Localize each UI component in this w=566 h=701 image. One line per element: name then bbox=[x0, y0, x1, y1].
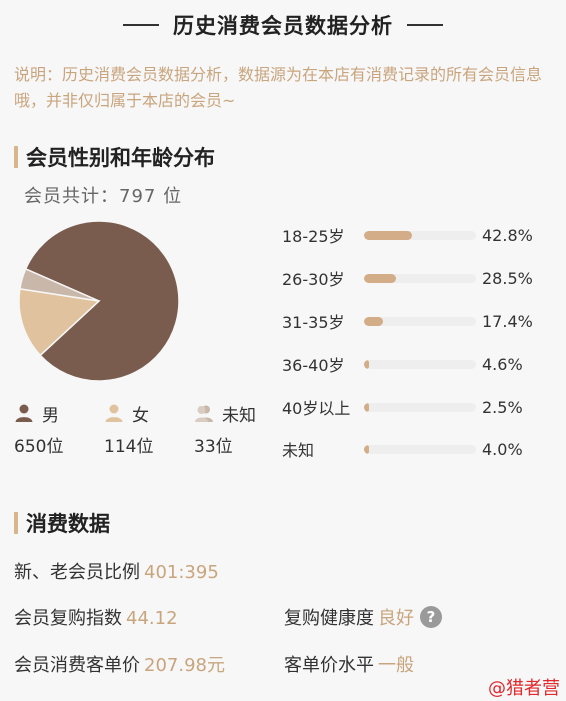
watermark-text: @猎者营 bbox=[488, 678, 560, 699]
consumption-section-label: 消费数据 bbox=[26, 512, 110, 536]
question-icon[interactable]: ? bbox=[420, 606, 442, 628]
age-bar-fill bbox=[364, 273, 396, 283]
legend-female: 女 114位 bbox=[104, 400, 153, 457]
age-row: 40岁以上 2.5% bbox=[282, 394, 552, 420]
age-bar-track bbox=[364, 444, 476, 454]
legend-male-label: 男 bbox=[42, 405, 59, 426]
repurchase-health: 复购健康度 良好? bbox=[284, 604, 442, 630]
age-label: 31-35岁 bbox=[282, 313, 345, 332]
member-total-label: 会员共计： bbox=[24, 186, 119, 207]
age-label: 18-25岁 bbox=[282, 227, 345, 246]
consumption-section-title: 消费数据 bbox=[14, 508, 110, 538]
age-bar-track bbox=[364, 359, 476, 369]
age-bar-track bbox=[364, 230, 476, 240]
new-old-ratio-value: 401:395 bbox=[144, 562, 219, 583]
new-old-ratio: 新、老会员比例 401:395 bbox=[14, 558, 219, 584]
section-accent-bar bbox=[14, 146, 18, 168]
age-row: 18-25岁 42.8% bbox=[282, 222, 552, 248]
age-label: 26-30岁 bbox=[282, 270, 345, 289]
new-old-ratio-label: 新、老会员比例 bbox=[14, 562, 140, 583]
age-row: 31-35岁 17.4% bbox=[282, 308, 552, 334]
repurchase-index-value: 44.12 bbox=[126, 608, 178, 629]
members-section-label: 会员性别和年龄分布 bbox=[26, 146, 215, 170]
age-bar-track bbox=[364, 402, 476, 412]
pie-slice-unknown bbox=[19, 267, 100, 302]
legend-female-label: 女 bbox=[132, 405, 149, 426]
age-label: 36-40岁 bbox=[282, 356, 345, 375]
age-bar-fill bbox=[364, 444, 369, 454]
order-value-level: 客单价水平 一般 bbox=[284, 651, 414, 677]
age-percent: 28.5% bbox=[482, 268, 533, 288]
pie-slice-male bbox=[24, 220, 180, 382]
avg-order-value: 会员消费客单价 207.98元 bbox=[14, 651, 225, 677]
member-total: 会员共计：797 位 bbox=[24, 182, 182, 208]
age-row: 未知 4.0% bbox=[282, 436, 552, 462]
age-label: 40岁以上 bbox=[282, 399, 351, 418]
legend-female-count: 114位 bbox=[104, 437, 154, 457]
age-percent: 4.0% bbox=[482, 439, 523, 459]
header-left-dash bbox=[123, 24, 159, 26]
page-title: 历史消费会员数据分析 bbox=[173, 14, 393, 38]
header-right-dash bbox=[407, 24, 443, 26]
unknown-user-icon bbox=[195, 405, 213, 422]
female-user-icon bbox=[105, 404, 123, 422]
member-total-unit: 位 bbox=[163, 186, 183, 207]
age-bar-fill bbox=[364, 402, 369, 412]
avg-order-value-value: 207.98元 bbox=[144, 655, 225, 676]
members-section-title: 会员性别和年龄分布 bbox=[14, 142, 215, 172]
avg-order-value-label: 会员消费客单价 bbox=[14, 655, 140, 676]
age-percent: 2.5% bbox=[482, 397, 523, 417]
age-percent: 42.8% bbox=[482, 225, 533, 245]
section-accent-bar bbox=[14, 512, 18, 534]
age-label: 未知 bbox=[282, 441, 315, 460]
age-bar-track bbox=[364, 273, 476, 283]
age-bar-track bbox=[364, 316, 476, 326]
page-header: 历史消费会员数据分析 bbox=[0, 0, 566, 50]
order-value-level-value: 一般 bbox=[378, 655, 414, 676]
age-percent: 4.6% bbox=[482, 354, 523, 374]
repurchase-index-label: 会员复购指数 bbox=[14, 608, 122, 629]
legend-unknown-count: 33位 bbox=[194, 437, 233, 457]
repurchase-index: 会员复购指数 44.12 bbox=[14, 604, 178, 630]
repurchase-health-label: 复购健康度 bbox=[284, 608, 374, 629]
male-user-icon bbox=[15, 404, 33, 422]
order-value-level-label: 客单价水平 bbox=[284, 655, 374, 676]
legend-male: 男 650位 bbox=[14, 400, 63, 457]
age-percent: 17.4% bbox=[482, 311, 533, 331]
gender-pie-chart bbox=[18, 220, 180, 382]
age-row: 26-30岁 28.5% bbox=[282, 265, 552, 291]
member-total-value: 797 bbox=[119, 186, 157, 207]
age-bar-fill bbox=[364, 359, 369, 369]
age-row: 36-40岁 4.6% bbox=[282, 351, 552, 377]
age-bar-fill bbox=[364, 230, 412, 240]
legend-unknown-label: 未知 bbox=[222, 405, 256, 426]
repurchase-health-value: 良好 bbox=[378, 608, 414, 629]
pie-slice-female bbox=[18, 288, 101, 357]
age-bar-fill bbox=[364, 316, 383, 326]
legend-male-count: 650位 bbox=[14, 437, 64, 457]
legend-unknown: 未知 33位 bbox=[194, 400, 256, 457]
notice-text: 说明：历史消费会员数据分析，数据源为在本店有消费记录的所有会员信息哦，并非仅归属… bbox=[14, 65, 543, 110]
